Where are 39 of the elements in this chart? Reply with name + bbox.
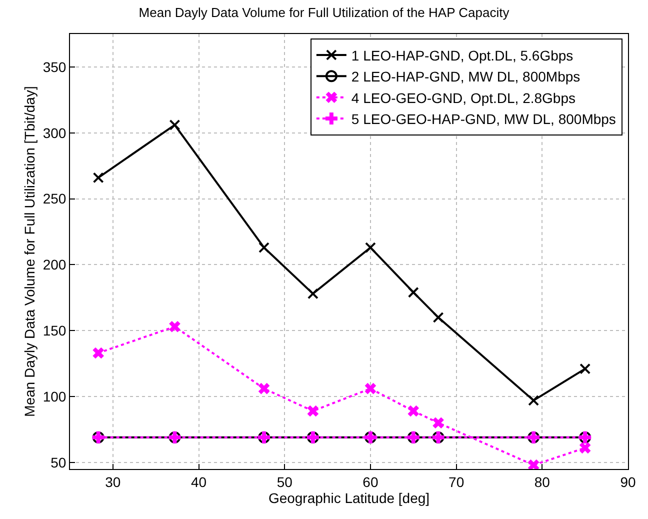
point xyxy=(580,363,591,374)
point xyxy=(258,382,270,394)
point xyxy=(432,312,444,323)
x-tick-label: 50 xyxy=(276,474,293,490)
x-tick-label: 30 xyxy=(105,474,121,490)
point xyxy=(364,242,376,254)
point xyxy=(92,347,104,359)
point xyxy=(307,288,318,300)
y-tick-label: 200 xyxy=(42,256,66,273)
legend-label: 4 LEO-GEO-GND, Opt.DL, 2.8Gbps xyxy=(351,90,576,106)
x-tick-label: 40 xyxy=(190,474,207,490)
x-tick-label: 80 xyxy=(534,474,550,490)
point xyxy=(408,405,420,417)
chart-title: Mean Dayly Data Volume for Full Utilization of the HAP Capacity xyxy=(138,4,510,20)
point xyxy=(169,320,180,332)
point xyxy=(579,442,591,454)
point xyxy=(258,242,270,254)
x-tick-label: 60 xyxy=(362,474,378,490)
y-tick-label: 350 xyxy=(42,58,66,75)
y-tick-label: 250 xyxy=(42,190,66,207)
y-tick-label: 50 xyxy=(50,454,66,470)
point xyxy=(364,382,376,394)
point xyxy=(408,286,419,298)
legend-label: 5 LEO-GEO-HAP-GND, MW DL, 800Mbps xyxy=(351,111,616,128)
x-axis-title: Geographic Latitude [deg] xyxy=(268,490,430,506)
y-axis-title: Mean Dayly Data Volume for Full Utilization [Tbit/day] xyxy=(21,86,38,417)
x-tick-label: 70 xyxy=(448,474,464,490)
point xyxy=(169,119,180,130)
point xyxy=(432,417,444,429)
y-tick-label: 100 xyxy=(42,388,66,404)
legend-label: 2 LEO-HAP-GND, MW DL, 800Mbps xyxy=(351,68,580,85)
y-tick-label: 150 xyxy=(42,322,66,338)
legend-label: 1 LEO-HAP-GND, Opt.DL, 5.6Gbps xyxy=(351,47,574,64)
x-tick-label: 90 xyxy=(620,474,636,490)
point xyxy=(92,172,104,184)
point xyxy=(528,394,540,406)
point xyxy=(307,405,319,417)
point xyxy=(528,459,540,469)
y-tick-label: 300 xyxy=(42,124,66,141)
